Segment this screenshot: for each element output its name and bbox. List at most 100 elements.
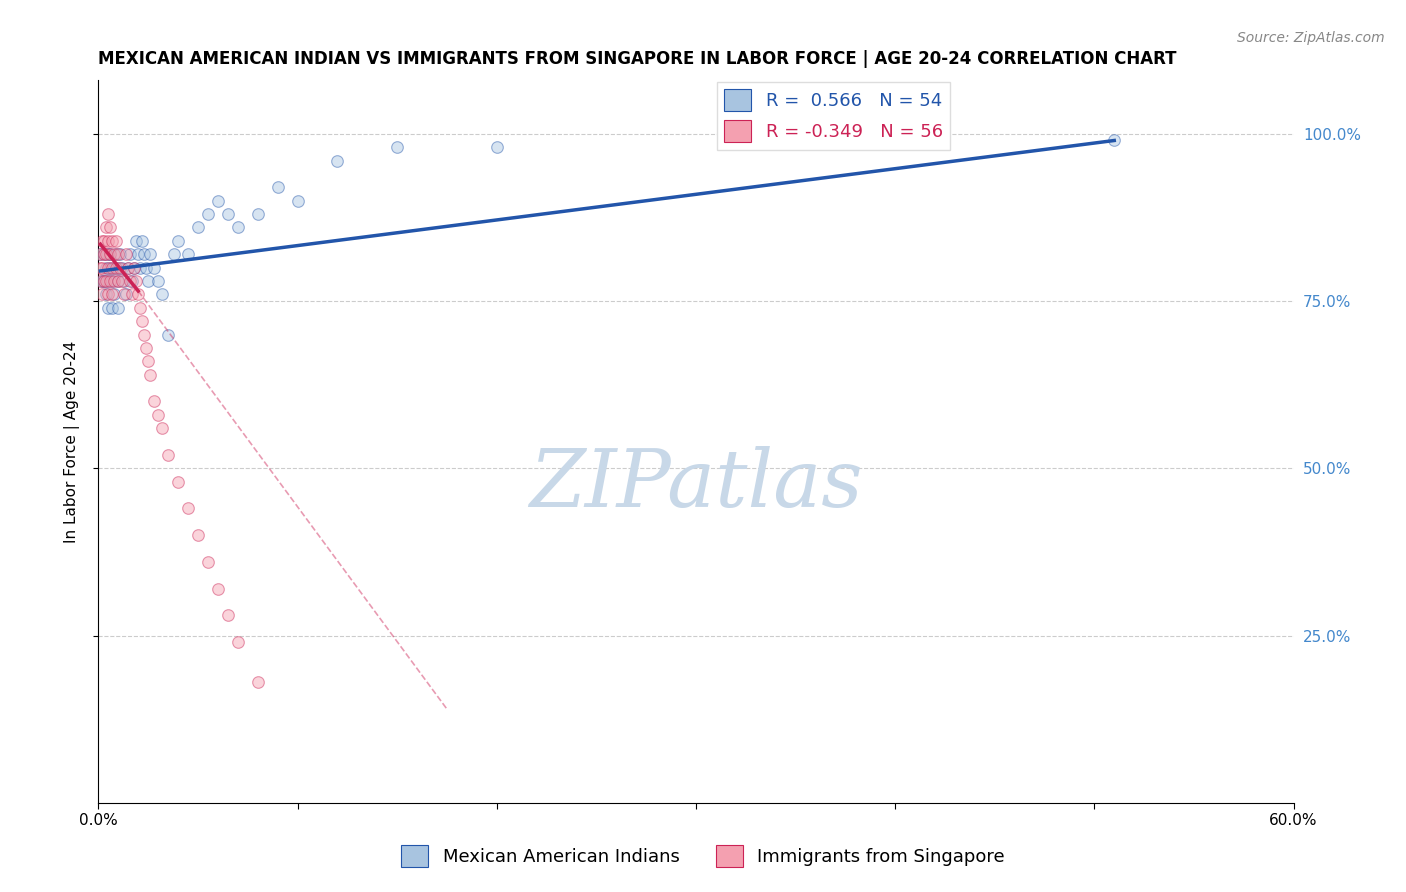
Point <box>143 394 166 409</box>
Point <box>89 247 111 261</box>
Point <box>105 234 128 248</box>
Text: MEXICAN AMERICAN INDIAN VS IMMIGRANTS FROM SINGAPORE IN LABOR FORCE | AGE 20-24 : MEXICAN AMERICAN INDIAN VS IMMIGRANTS FR… <box>98 50 1177 68</box>
Point <box>101 287 124 301</box>
Point <box>96 274 118 288</box>
Point <box>115 247 138 261</box>
Point <box>124 260 146 275</box>
Point <box>98 220 122 235</box>
Point <box>107 247 129 261</box>
Point <box>97 274 120 288</box>
Point <box>157 448 180 462</box>
Point <box>226 220 249 235</box>
Text: ZIPatlas: ZIPatlas <box>529 446 863 524</box>
Point <box>139 368 162 382</box>
Point <box>124 260 146 275</box>
Point <box>148 408 170 422</box>
Point <box>110 247 132 261</box>
Point <box>89 260 111 275</box>
Point <box>125 234 148 248</box>
Point <box>101 234 124 248</box>
Point <box>217 207 239 221</box>
Point <box>112 274 135 288</box>
Point <box>91 260 114 275</box>
Point <box>127 287 149 301</box>
Point <box>217 608 239 623</box>
Point <box>150 287 173 301</box>
Point <box>97 247 120 261</box>
Point <box>96 220 118 235</box>
Point <box>177 247 200 261</box>
Point <box>120 274 142 288</box>
Point <box>105 247 128 261</box>
Point <box>93 247 115 261</box>
Point <box>103 274 125 288</box>
Point <box>101 274 124 288</box>
Point <box>93 234 115 248</box>
Point <box>120 247 142 261</box>
Point <box>103 247 125 261</box>
Point <box>97 207 120 221</box>
Text: Source: ZipAtlas.com: Source: ZipAtlas.com <box>1237 31 1385 45</box>
Point <box>197 555 219 569</box>
Point <box>98 247 122 261</box>
Point <box>1104 134 1126 148</box>
Point <box>96 260 118 275</box>
Point <box>177 501 200 516</box>
Point <box>127 247 149 261</box>
Point <box>226 635 249 649</box>
Point <box>246 207 269 221</box>
Point <box>163 247 186 261</box>
Point <box>101 260 124 275</box>
Point <box>131 234 153 248</box>
Point <box>93 274 115 288</box>
Point <box>125 274 148 288</box>
Point <box>91 287 114 301</box>
Point <box>110 260 132 275</box>
Point <box>121 274 143 288</box>
Point <box>89 274 111 288</box>
Point <box>148 274 170 288</box>
Point <box>96 247 118 261</box>
Point <box>112 287 135 301</box>
Point <box>89 247 111 261</box>
Point <box>93 274 115 288</box>
Point <box>97 260 120 275</box>
Point <box>139 247 162 261</box>
Point <box>131 314 153 328</box>
Point <box>107 274 129 288</box>
Point <box>267 180 290 194</box>
Point <box>385 140 409 154</box>
Point <box>97 234 120 248</box>
Point <box>91 274 114 288</box>
Point <box>143 260 166 275</box>
Point <box>326 153 349 168</box>
Point <box>115 287 138 301</box>
Point <box>167 475 190 489</box>
Point <box>187 220 209 235</box>
Point <box>111 260 134 275</box>
Point <box>117 260 139 275</box>
Point <box>101 301 124 315</box>
Point <box>207 194 229 208</box>
Point <box>98 260 122 275</box>
Point <box>107 301 129 315</box>
Point <box>103 260 125 275</box>
Point <box>197 207 219 221</box>
Y-axis label: In Labor Force | Age 20-24: In Labor Force | Age 20-24 <box>65 341 80 542</box>
Point <box>121 287 143 301</box>
Point <box>107 260 129 275</box>
Legend: Mexican American Indians, Immigrants from Singapore: Mexican American Indians, Immigrants fro… <box>394 838 1012 874</box>
Point <box>150 421 173 435</box>
Point <box>485 140 508 154</box>
Point <box>134 327 156 342</box>
Point <box>129 260 152 275</box>
Point <box>136 354 159 368</box>
Point <box>91 234 114 248</box>
Point <box>105 260 128 275</box>
Point <box>135 341 157 355</box>
Point <box>96 287 118 301</box>
Point <box>93 247 115 261</box>
Point <box>246 675 269 690</box>
Legend: R =  0.566   N = 54, R = -0.349   N = 56: R = 0.566 N = 54, R = -0.349 N = 56 <box>717 82 950 150</box>
Point <box>135 260 157 275</box>
